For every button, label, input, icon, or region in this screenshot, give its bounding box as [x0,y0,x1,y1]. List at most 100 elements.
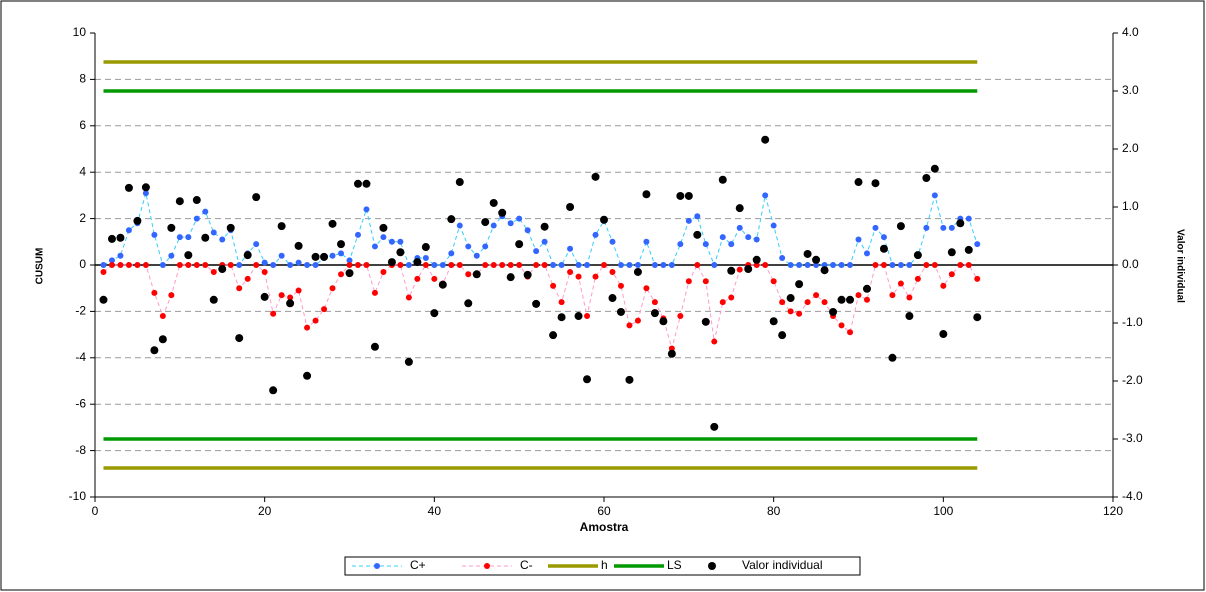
data-point [728,241,735,248]
legend-label: C+ [410,558,426,572]
data-point [787,308,794,315]
x-tick-label: 80 [767,504,781,518]
data-point [133,216,142,225]
data-point [329,285,336,292]
data-point [787,262,794,268]
data-point [192,196,201,205]
data-point [879,244,888,253]
data-point [210,268,217,275]
data-point [277,222,286,231]
data-point [168,252,175,259]
data-point [847,329,854,336]
data-point [362,179,371,188]
data-point [651,262,658,268]
data-point [728,294,735,301]
x-tick-label: 20 [258,504,272,518]
y2-axis-title: Valor individual [1174,229,1185,303]
data-point [117,252,124,259]
data-point [795,280,804,289]
data-point [380,234,387,241]
data-point [431,275,438,282]
data-point [253,241,260,248]
data-point [753,236,760,243]
data-point [584,313,591,320]
data-point [540,222,549,231]
data-point [193,215,200,222]
data-point [922,174,931,182]
data-point [108,262,115,268]
data-point [939,330,948,339]
data-point [541,238,548,245]
series-line [103,192,978,267]
data-point [923,224,930,231]
data-point [185,262,192,268]
data-point [270,262,277,268]
data-point [338,271,345,278]
data-point [516,215,523,222]
data-point [210,229,217,236]
data-point [667,349,676,358]
data-point [295,259,302,266]
data-point [837,295,846,304]
data-point [583,375,592,384]
data-point [328,219,337,228]
data-point [965,262,972,268]
data-point [455,178,464,187]
x-tick-label: 60 [597,504,611,518]
data-point [370,342,379,351]
data-point [803,249,812,258]
data-point [464,299,473,308]
data-point [880,262,887,268]
data-point [202,262,209,268]
data-point [321,306,328,313]
data-point [261,259,268,266]
data-point [821,262,828,268]
data-point [617,282,624,289]
data-point [600,215,608,224]
data-point [888,353,897,362]
data-point [99,295,108,304]
data-point [718,175,727,184]
data-point [601,262,607,268]
data-point [345,269,354,278]
data-point [872,224,879,231]
y2-tick-label: 0.0 [1122,257,1139,271]
data-point [533,248,540,255]
y2-tick-label: -4.0 [1122,489,1143,503]
data-point [762,192,769,199]
data-point [252,193,261,202]
data-point [694,262,701,268]
y2-tick-label: 3.0 [1122,83,1139,97]
data-point [906,262,913,268]
legend-label: C- [520,558,533,572]
data-point [617,262,624,268]
data-point [363,262,370,268]
data-point [855,236,862,243]
data-point [100,268,107,275]
data-point [727,266,736,275]
data-point [261,268,268,275]
data-point [286,299,295,308]
data-point [320,252,329,261]
data-point [456,262,463,268]
data-point [260,292,269,301]
data-point [287,262,294,268]
data-point [184,251,193,260]
data-point [516,262,523,268]
data-point [338,250,345,257]
data-point [650,309,659,318]
data-point [337,240,346,249]
data-point [346,262,353,268]
data-point [117,262,124,268]
data-point [371,289,378,296]
data-point [770,278,777,285]
data-point [532,299,541,308]
data-point [736,224,743,231]
data-point [813,262,820,268]
data-point [253,262,260,268]
data-point [287,294,294,301]
data-point [142,190,149,197]
data-point [380,268,387,275]
data-point [558,299,565,306]
